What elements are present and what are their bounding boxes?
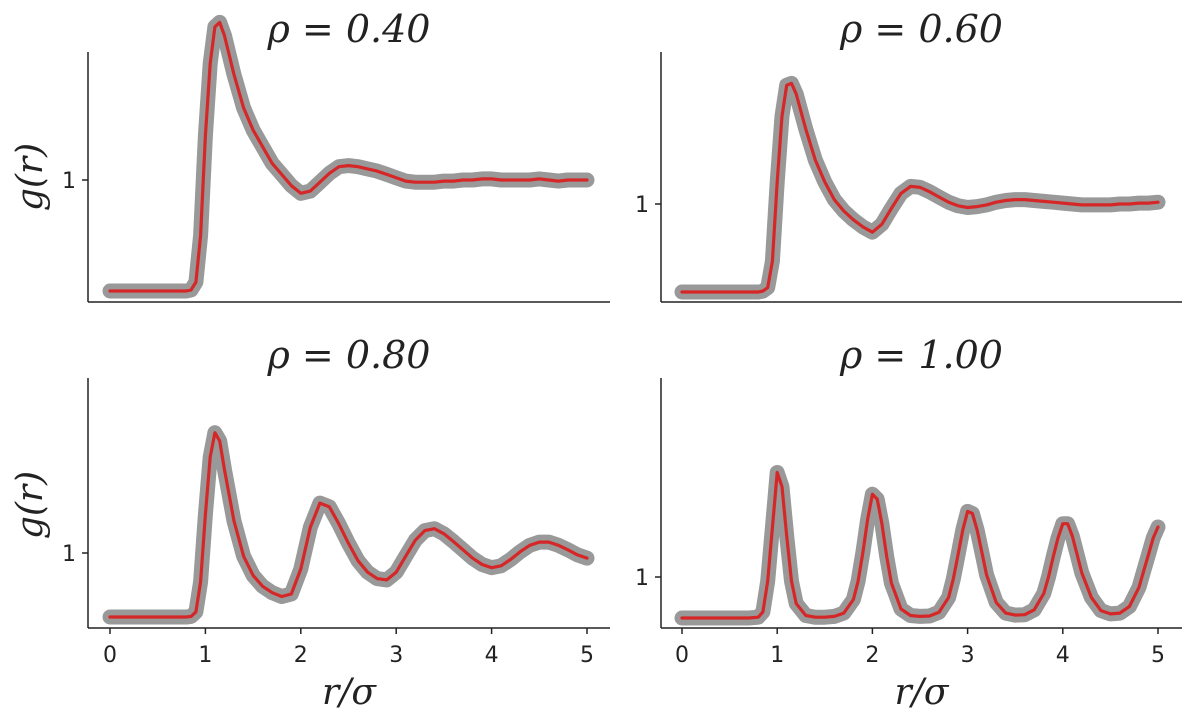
panel-2-title: ρ = 0.80 [267,333,431,377]
panel-0-fit-line [108,20,589,293]
panel-3-xtick-label: 5 [1151,643,1165,668]
panel-3-xlabel: r/σ [895,672,950,711]
panel-2-xtick-label: 0 [103,643,117,668]
panel-1-ytick-label: 1 [635,193,649,218]
panel-3-reference-line [674,465,1166,626]
panel-0-title: ρ = 0.40 [267,7,431,51]
panel-2-ytick-label: 1 [62,542,76,567]
panel-2-ylabel: g(r) [10,471,51,539]
panel-3-title: ρ = 1.00 [839,333,1003,377]
panel-1-fit-line [680,81,1160,294]
panel-1-title: ρ = 0.60 [839,7,1003,51]
panel-3-xtick-label: 0 [675,643,689,668]
panel-3-xtick-label: 4 [1056,643,1070,668]
panel-2-xlabel: r/σ [322,672,377,711]
panel-0-ytick-label: 1 [62,169,76,194]
panel-2-xtick-label: 3 [389,643,403,668]
panel-0-ylabel: g(r) [10,143,51,211]
panel-3-xtick-label: 1 [770,643,784,668]
panel-2-xtick-label: 4 [485,643,499,668]
panel-3-xtick-label: 2 [865,643,879,668]
panel-3-ytick-label: 1 [635,566,649,591]
panel-2-xtick-label: 2 [294,643,308,668]
panel-2-fit-line [108,431,589,619]
panel-3-xtick-label: 3 [961,643,975,668]
panel-2-xtick-label: 1 [198,643,212,668]
panel-2-reference-line [102,425,595,625]
panel-0-reference-line [102,14,595,299]
panel-2-xtick-label: 5 [580,643,594,668]
panel-3-fit-line [680,470,1160,620]
